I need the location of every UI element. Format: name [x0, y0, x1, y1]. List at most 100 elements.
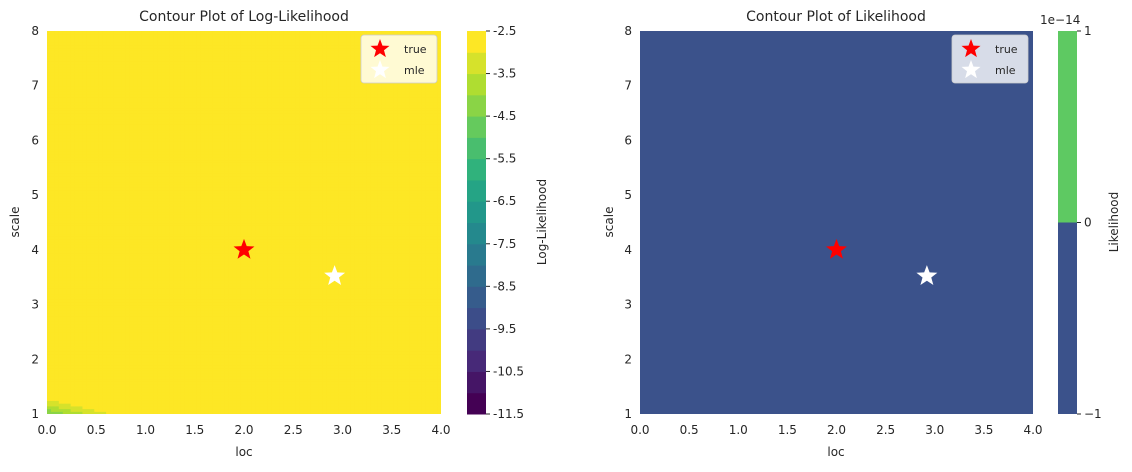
- contour-cell: [220, 334, 225, 338]
- contour-cell: [303, 381, 308, 385]
- contour-cell: [62, 392, 68, 396]
- contour-cell: [330, 389, 336, 393]
- contour-cell: [314, 362, 320, 366]
- contour-cell: [180, 383, 186, 388]
- contour-cell: [283, 340, 288, 344]
- contour-cell: [255, 408, 261, 412]
- contour-cell: [50, 334, 56, 338]
- contour-cell: [165, 392, 170, 396]
- contour-cell: [303, 400, 308, 404]
- contour-cell: [117, 342, 123, 347]
- contour-cell: [82, 364, 87, 369]
- contour-cell: [381, 403, 387, 407]
- contour-cell: [314, 400, 320, 404]
- contour-cell: [188, 386, 194, 390]
- contour-cell: [157, 392, 162, 396]
- contour-cell: [196, 403, 202, 407]
- contour-cell: [358, 403, 363, 407]
- contour-cell: [125, 389, 131, 393]
- contour-cell: [425, 356, 430, 360]
- contour-cell: [70, 351, 76, 355]
- contour-cell: [141, 411, 147, 414]
- contour-cell: [74, 386, 80, 390]
- contour-cell: [192, 342, 198, 347]
- contour-cell: [393, 331, 399, 336]
- contour-cell: [106, 340, 111, 344]
- contour-cell: [303, 337, 308, 341]
- contour-cell: [314, 359, 320, 363]
- contour-cell: [267, 408, 273, 412]
- contour-cell: [137, 378, 143, 382]
- contour-cell: [291, 329, 296, 333]
- contour-cell: [417, 370, 422, 374]
- contour-cell: [283, 351, 288, 355]
- contour-cell: [47, 340, 52, 344]
- contour-cell: [429, 403, 434, 407]
- contour-cell: [94, 375, 99, 380]
- contour-cell: [157, 411, 162, 414]
- contour-cell: [149, 359, 154, 363]
- contour-cell: [244, 381, 249, 385]
- contour-cell: [358, 392, 363, 396]
- contour-cell: [401, 359, 407, 363]
- contour-cell: [307, 378, 312, 382]
- contour-cell: [326, 394, 332, 399]
- contour-cell: [58, 381, 64, 385]
- contour-cell: [47, 334, 52, 338]
- contour-cell: [287, 359, 292, 363]
- contour-cell: [169, 408, 174, 412]
- contour-cell: [401, 400, 407, 404]
- contour-cell: [287, 345, 292, 349]
- contour-cell: [66, 381, 72, 385]
- contour-cell: [117, 348, 123, 352]
- contour-cell: [58, 329, 64, 333]
- contour-cell: [54, 403, 60, 407]
- contour-cell: [310, 362, 316, 366]
- contour-cell: [240, 381, 245, 385]
- contour-cell: [342, 359, 348, 363]
- contour-cell: [421, 394, 426, 399]
- contour-cell: [196, 364, 202, 369]
- contour-cell: [54, 362, 60, 366]
- contour-cell: [255, 331, 261, 336]
- contour-cell: [299, 359, 304, 363]
- contour-cell: [263, 331, 269, 336]
- contour-cell: [50, 364, 56, 369]
- contour-cell: [374, 386, 379, 390]
- contour-cell: [74, 367, 80, 371]
- contour-cell: [161, 375, 166, 380]
- contour-cell: [161, 392, 166, 396]
- contour-cell: [149, 386, 154, 390]
- contour-cell: [184, 386, 190, 390]
- contour-cell: [358, 334, 363, 338]
- contour-cell: [180, 378, 186, 382]
- contour-cell: [377, 378, 383, 382]
- contour-cell: [429, 383, 434, 388]
- contour-cell: [74, 364, 80, 369]
- contour-cell: [204, 348, 210, 352]
- contour-cell: [433, 331, 438, 336]
- contour-cell: [287, 397, 292, 401]
- contour-cell: [70, 397, 76, 401]
- contour-cell: [429, 342, 434, 347]
- contour-cell: [157, 370, 162, 374]
- contour-cell: [47, 405, 52, 410]
- contour-cell: [397, 359, 403, 363]
- contour-cell: [90, 392, 95, 396]
- contour-cell: [196, 389, 202, 393]
- contour-cell: [433, 337, 438, 341]
- contour-cell: [192, 381, 198, 385]
- contour-cell: [102, 372, 107, 377]
- contour-cell: [62, 375, 68, 380]
- contour-cell: [113, 353, 119, 358]
- contour-cell: [433, 356, 438, 360]
- contour-cell: [318, 364, 324, 369]
- contour-cell: [177, 394, 182, 399]
- contour-cell: [401, 394, 407, 399]
- contour-cell: [157, 386, 162, 390]
- contour-cell: [437, 378, 441, 382]
- contour-cell: [200, 364, 206, 369]
- contour-cell: [113, 340, 119, 344]
- contour-cell: [236, 386, 241, 390]
- contour-cell: [433, 405, 438, 410]
